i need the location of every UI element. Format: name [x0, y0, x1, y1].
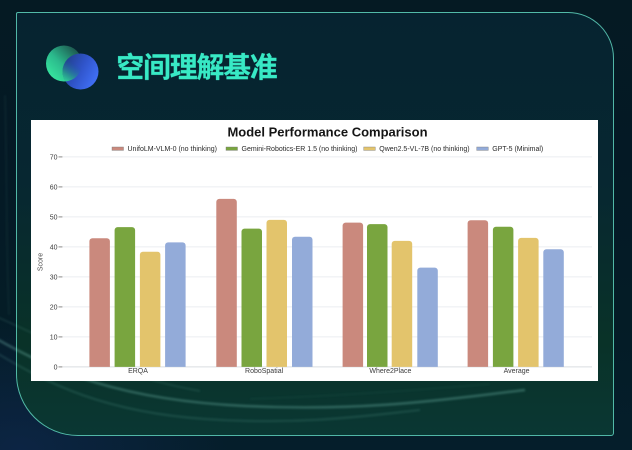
svg-text:Gemini-Robotics-ER 1.5 (no thi: Gemini-Robotics-ER 1.5 (no thinking)	[242, 146, 358, 153]
svg-text:60: 60	[50, 184, 58, 191]
svg-text:RoboSpatial: RoboSpatial	[245, 368, 284, 375]
svg-text:Score: Score	[38, 252, 45, 270]
svg-text:50: 50	[50, 214, 58, 221]
svg-text:GPT-5 (Minimal): GPT-5 (Minimal)	[492, 146, 543, 153]
svg-text:10: 10	[50, 334, 58, 341]
svg-text:Average: Average	[504, 368, 530, 375]
svg-text:Where2Place: Where2Place	[369, 368, 411, 375]
svg-text:20: 20	[50, 304, 58, 311]
svg-text:Model Performance Comparison: Model Performance Comparison	[227, 124, 427, 139]
svg-text:UnifoLM-VLM-0 (no thinking): UnifoLM-VLM-0 (no thinking)	[128, 146, 217, 153]
svg-text:Qwen2.5-VL-7B (no thinking): Qwen2.5-VL-7B (no thinking)	[379, 146, 469, 153]
svg-text:0: 0	[54, 364, 58, 371]
svg-text:40: 40	[50, 244, 58, 251]
svg-text:30: 30	[50, 274, 58, 281]
svg-text:ERQA: ERQA	[128, 368, 148, 375]
svg-text:70: 70	[50, 154, 58, 161]
